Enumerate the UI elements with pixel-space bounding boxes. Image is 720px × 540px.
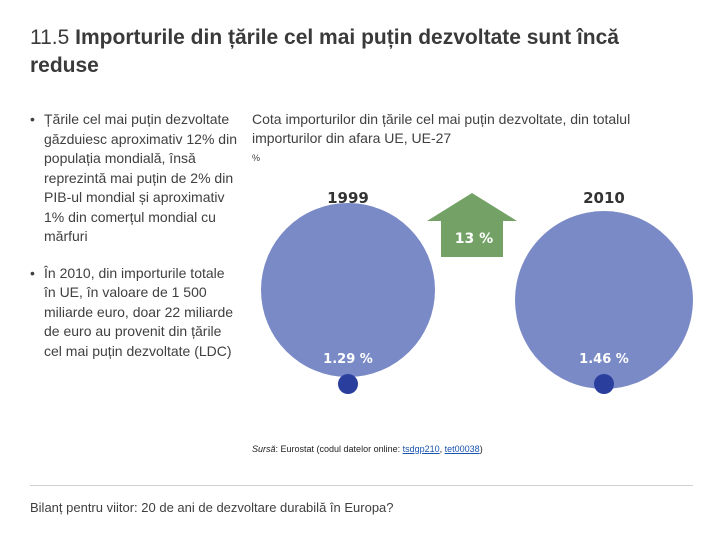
footer-text: Bilanț pentru viitor: 20 de ani de dezvo…	[30, 500, 394, 515]
pie-1999: 1999 1.29 %	[261, 189, 435, 394]
total-imports-circle	[515, 211, 693, 389]
source-label: Sursă	[252, 444, 276, 454]
share-label: 1.46 %	[579, 352, 629, 367]
ldc-share-dot	[338, 374, 358, 394]
source-link-tsdgp210[interactable]: tsdgp210	[402, 444, 440, 454]
source-separator: ,	[439, 444, 445, 454]
percent-note: %	[252, 153, 261, 163]
source-note: Sursă: Eurostat (codul datelor online: t…	[252, 444, 483, 454]
slide-number: 11.5	[30, 26, 70, 49]
footer-divider	[30, 485, 693, 486]
bullet-dot: •	[30, 111, 35, 127]
ldc-share-dot	[594, 374, 614, 394]
share-label: 1.29 %	[323, 352, 373, 367]
bullet-dot: •	[30, 264, 35, 281]
arrow-graphic: 13 %	[427, 193, 517, 257]
total-imports-circle	[261, 203, 435, 377]
chart-caption: Cota importurilor din țările cel mai puț…	[252, 111, 631, 146]
source-text: : Eurostat (codul datelor online:	[275, 444, 403, 454]
bullet-text: Țările cel mai puțin dezvoltate găzduies…	[44, 111, 237, 244]
bullet-item: • Țările cel mai puțin dezvoltate găzdui…	[30, 110, 240, 247]
increase-arrow	[427, 193, 517, 257]
pie-2010: 2010 1.46 %	[515, 189, 693, 394]
year-label: 2010	[583, 189, 625, 207]
bullet-text: În 2010, din importurile totale în UE, î…	[44, 264, 234, 359]
bullet-list: • Țările cel mai puțin dezvoltate găzdui…	[30, 110, 240, 378]
change-label: 13 %	[455, 231, 493, 247]
year-label: 1999	[327, 189, 369, 207]
source-link-tet00038[interactable]: tet00038	[444, 444, 480, 454]
source-end: )	[479, 444, 483, 454]
bullet-item: • În 2010, din importurile totale în UE,…	[30, 264, 240, 362]
slide-title: 11.5 Importurile din țările cel mai puți…	[30, 24, 690, 80]
slide-title-text: Importurile din țările cel mai puțin dez…	[30, 26, 619, 77]
